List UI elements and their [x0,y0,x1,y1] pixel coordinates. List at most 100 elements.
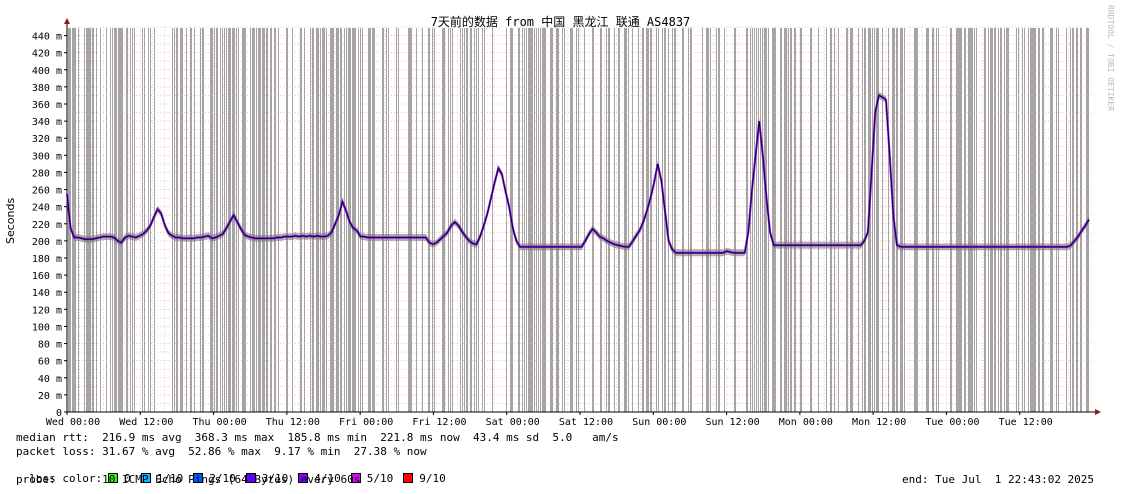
loss-color-item: 3/10 [240,472,288,485]
loss-bar [682,28,684,412]
loss-bar [724,28,725,412]
loss-bar [194,28,195,412]
loss-bar [976,28,977,412]
loss-bar [662,28,663,412]
x-tick-label: Sat 00:00 [486,417,540,428]
loss-bar [864,28,866,412]
loss-bar [650,28,652,412]
loss-color-legend: loss color: 0 1/10 2/10 3/10 4/10 5/10 9/10 [16,459,450,485]
loss-bar [646,28,648,412]
loss-bar [478,28,479,412]
loss-bar [270,28,272,412]
loss-bar [572,28,573,412]
loss-bar [358,28,359,412]
loss-bar [338,28,339,412]
x-tick-label: Fri 12:00 [412,417,466,428]
chart-axes [64,18,1101,415]
loss-bar [938,28,939,412]
loss-color-swatch [403,473,414,483]
loss-bar [274,28,276,412]
loss-bar [148,28,149,412]
y-tick-label: 120 m [32,305,62,316]
loss-bar [774,28,776,412]
loss-bar [172,28,173,412]
loss-bar [422,28,423,412]
loss-bar [250,28,251,412]
loss-bar [750,28,751,412]
loss-bar [362,28,363,412]
loss-bar [896,28,898,412]
rrdtool-watermark: RRDTOOL / TOBI OETIKER [1106,5,1115,111]
loss-bar [100,28,101,412]
loss-bar [1066,28,1067,412]
loss-bar [558,28,559,412]
loss-bar [964,28,966,412]
loss-bar [174,28,175,412]
loss-bar [106,28,107,412]
loss-bar [492,28,493,412]
loss-bar [470,28,472,412]
loss-color-item: 4/10 [292,472,341,485]
loss-color-item: 0 [102,472,131,485]
loss-bar [656,28,657,412]
loss-bar [354,28,356,412]
y-tick-label: 140 m [32,288,62,299]
loss-bar [956,28,958,412]
loss-bar [1008,28,1009,412]
loss-bar [260,28,261,412]
loss-bar [134,28,135,412]
loss-color-item-label: 0 [124,472,131,485]
y-tick-label: 100 m [32,322,62,333]
loss-bar [154,28,155,412]
loss-bar [442,28,444,412]
loss-bar [734,28,736,412]
loss-bar [536,28,537,412]
loss-bar [1034,28,1036,412]
loss-bar [846,28,848,412]
y-axis-ticks: 0 20 m 40 m 60 m 80 m 100 m 120 m 140 m 160 m 180… [32,32,67,419]
loss-bar [786,28,787,412]
loss-bar [888,28,889,412]
loss-bar [658,28,659,412]
y-axis-arrow [64,18,70,24]
loss-bar [120,28,122,412]
loss-bar [1022,28,1023,412]
loss-bar [474,28,475,412]
loss-bar [1042,28,1044,412]
y-tick-label: 400 m [32,66,62,77]
loss-bar [584,28,585,412]
loss-bar [388,28,389,412]
loss-bar [182,28,183,412]
loss-bar [882,28,883,412]
loss-bar [316,28,318,412]
loss-bar [624,28,626,412]
loss-bar [310,28,311,412]
loss-bar [702,28,703,412]
loss-bar [300,28,302,412]
loss-bar [200,28,201,412]
loss-bar [266,28,268,412]
x-tick-label: Mon 00:00 [779,417,833,428]
loss-bar [550,28,552,412]
loss-bar [116,28,117,412]
y-tick-label: 160 m [32,271,62,282]
loss-bar [292,28,293,412]
loss-color-item: 9/10 [397,472,446,485]
loss-bar [1072,28,1074,412]
loss-bar [114,28,116,412]
loss-bar [556,28,558,412]
loss-bar [526,28,527,412]
y-tick-label: 420 m [32,49,62,60]
loss-bar [462,28,463,412]
loss-color-item: 1/10 [135,472,183,485]
loss-bar [360,28,361,412]
y-tick-label: 320 m [32,134,62,145]
y-tick-label: 20 m [38,391,62,402]
y-tick-label: 260 m [32,186,62,197]
loss-bar [762,28,763,412]
loss-bar [990,28,992,412]
loss-bar [244,28,246,412]
loss-bar [84,28,85,412]
loss-bar [398,28,399,412]
loss-bar [1038,28,1040,412]
